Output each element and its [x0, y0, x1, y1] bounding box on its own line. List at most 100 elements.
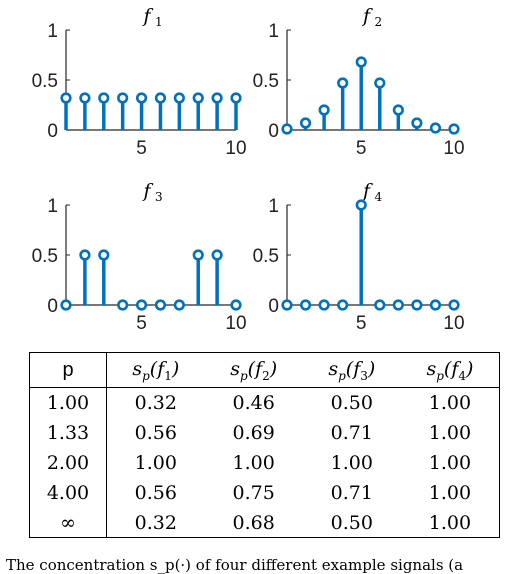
stem-marker — [392, 104, 404, 116]
stem-marker — [355, 199, 367, 211]
y-tick-label: 0 — [268, 121, 279, 142]
cell-value: 0.56 — [134, 482, 177, 504]
x-tick-label: 10 — [443, 313, 464, 334]
header-sp-f1-sub: 1 — [164, 368, 172, 383]
stem-marker — [135, 92, 148, 104]
header-p: p — [30, 353, 107, 388]
cell-value: 0.71 — [330, 482, 373, 504]
y-tick-label: 0.5 — [32, 71, 58, 92]
table-header-row: p sp(f1) sp(f2) sp(f3) sp(f4) — [30, 353, 499, 388]
cell-p: 1.00 — [30, 387, 107, 418]
y-tick-label: 1 — [47, 21, 58, 42]
cell-value: 1.00 — [428, 482, 472, 504]
y-tick-label: 0.5 — [32, 246, 58, 267]
x-tick-label: 10 — [225, 138, 246, 159]
table-row: 1.33 0.56 0.69 0.71 1.00 — [30, 418, 499, 448]
cell-value: 0.68 — [232, 512, 275, 534]
cell-value: 1.00 — [428, 512, 472, 534]
stem-marker — [98, 92, 110, 104]
x-tick-label: 5 — [136, 138, 147, 159]
table-row: 2.00 1.00 1.00 1.00 1.00 — [30, 448, 499, 478]
y-tick-label: 0.5 — [253, 246, 279, 267]
cell-value: 1.00 — [428, 392, 472, 414]
stem-marker — [192, 92, 204, 104]
stem-marker — [318, 299, 330, 311]
stem-marker — [318, 104, 330, 116]
panel-title: f — [141, 5, 153, 27]
stem-marker — [192, 249, 204, 261]
cell-value: 0.56 — [134, 422, 177, 444]
stem-marker — [337, 77, 349, 89]
x-tick-label: 10 — [225, 313, 246, 334]
stem-marker — [117, 299, 129, 311]
stem-marker — [230, 299, 242, 311]
header-sp-f2: sp(f2) — [204, 353, 303, 388]
stem-marker — [299, 299, 312, 311]
y-tick-label: 0 — [47, 121, 58, 142]
header-sp-f4: sp(f4) — [400, 353, 499, 388]
stem-marker — [173, 299, 185, 311]
table-row: 1.00 0.32 0.46 0.50 1.00 — [30, 387, 499, 418]
cell-value: 0.50 — [330, 512, 373, 534]
stem-marker — [281, 123, 293, 135]
cell-value: 1.00 — [232, 452, 275, 474]
table-row: 4.00 0.56 0.75 0.71 1.00 — [30, 478, 499, 508]
cell-value: 0.69 — [232, 422, 275, 444]
x-tick-label: 5 — [356, 313, 367, 334]
y-tick-label: 0 — [268, 296, 279, 317]
cell-value: 0.71 — [330, 422, 373, 444]
stem-marker — [173, 92, 185, 104]
stem-marker — [98, 249, 110, 261]
x-tick-label: 5 — [136, 313, 147, 334]
y-tick-label: 0.5 — [253, 71, 279, 92]
stem-marker — [79, 92, 91, 104]
cell-p: 1.33 — [30, 418, 107, 448]
figure-caption: The concentration s_p(·) of four differe… — [6, 556, 464, 574]
header-sp-f1: sp(f1) — [106, 353, 205, 388]
stem-marker — [429, 122, 442, 134]
cell-p: 2.00 — [30, 448, 107, 478]
stem-marker — [60, 299, 72, 311]
y-tick-label: 1 — [47, 196, 58, 217]
concentration-table: p sp(f1) sp(f2) sp(f3) sp(f4) 1.00 0.32 … — [29, 352, 500, 538]
panel-title-subscript: 4 — [375, 190, 383, 204]
x-tick-label: 10 — [443, 138, 464, 159]
stem-marker — [411, 299, 423, 311]
panel-title-subscript: 2 — [375, 15, 383, 29]
cell-p: ∞ — [30, 508, 107, 538]
stem-marker — [281, 299, 293, 311]
stem-marker — [135, 299, 148, 311]
stem-plot-grid: 00.515 10f 100.515 10f 200.515 10f 300.515 10f 4 — [32, 5, 465, 334]
panel-title-subscript: 3 — [155, 190, 163, 204]
cell-value: 1.00 — [428, 452, 472, 474]
y-tick-label: 0 — [47, 296, 58, 317]
stem-marker — [299, 117, 312, 129]
cell-p: 4.00 — [30, 478, 107, 508]
panel-title-subscript: 1 — [155, 15, 163, 29]
stem-marker — [79, 249, 91, 261]
stem-marker — [448, 299, 460, 311]
stem-marker — [392, 299, 404, 311]
stem-marker — [154, 92, 167, 104]
stem-marker — [374, 299, 386, 311]
stem-marker — [411, 117, 423, 129]
x-tick-label: 5 — [356, 138, 367, 159]
stem-marker — [230, 92, 242, 104]
cell-value: 0.75 — [232, 482, 275, 504]
stem-marker — [60, 92, 72, 104]
cell-value: 1.00 — [428, 422, 472, 444]
panel-title: f — [361, 5, 373, 27]
stem-marker — [211, 92, 223, 104]
stem-marker — [337, 299, 349, 311]
cell-value: 0.50 — [330, 392, 373, 414]
stem-marker — [374, 77, 386, 89]
y-tick-label: 1 — [268, 196, 279, 217]
cell-value: 0.32 — [134, 392, 177, 414]
header-sp-f3: sp(f3) — [302, 353, 401, 388]
y-tick-label: 1 — [268, 21, 279, 42]
cell-value: 0.32 — [134, 512, 177, 534]
cell-value: 1.00 — [330, 452, 373, 474]
stem-marker — [448, 123, 460, 135]
cell-value: 0.46 — [232, 392, 275, 414]
stem-marker — [117, 92, 129, 104]
